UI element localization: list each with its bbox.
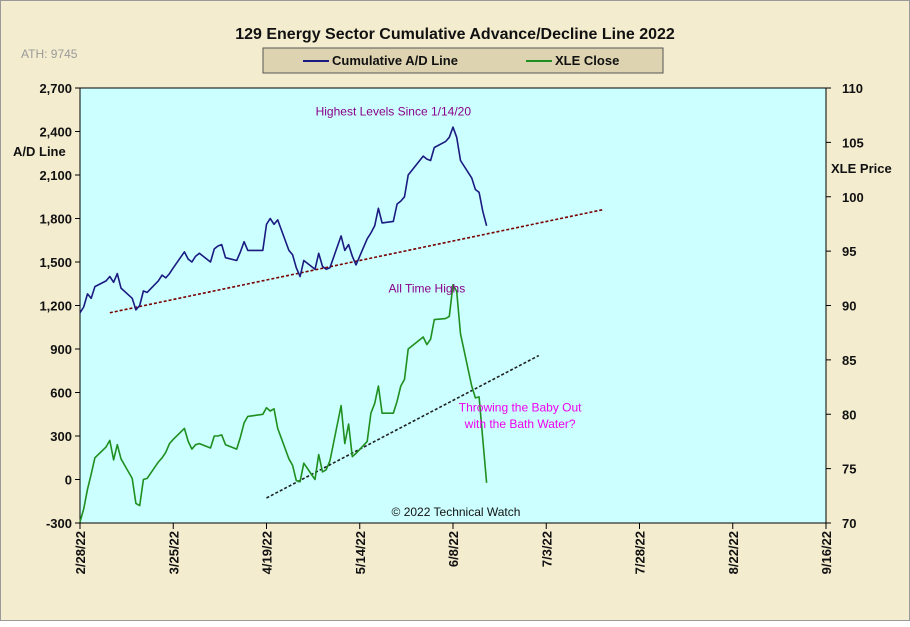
y-axis-left-label: A/D Line (13, 144, 66, 159)
x-tick-label: 7/3/22 (539, 531, 554, 567)
x-tick-label: 4/19/22 (260, 531, 275, 574)
annotations-layer: Highest Levels Since 1/14/20 All Time Hig… (316, 105, 583, 431)
y-left-tick-label: 1,800 (39, 212, 72, 227)
x-tick-label: 7/28/22 (633, 531, 648, 574)
x-tick-label: 5/14/22 (353, 531, 368, 574)
annotation-label: Throwing the Baby Out (459, 400, 582, 414)
y-left-tick-label: 600 (50, 386, 72, 401)
y-right-tick-label: 75 (842, 462, 856, 477)
copyright-label: © 2022 Technical Watch (392, 505, 521, 519)
chart-title: 129 Energy Sector Cumulative Advance/Dec… (235, 26, 675, 43)
y-left-tick-label: 2,400 (39, 125, 72, 140)
x-tick-label: 9/16/22 (819, 531, 834, 574)
ath-note: ATH: 9745 (21, 47, 78, 61)
y-left-tick-label: 1,500 (39, 255, 72, 270)
x-tick-label: 2/28/22 (73, 531, 88, 574)
ad-trendline (109, 209, 603, 314)
axes-layer: -300 0 300 600 900 1,200 1,500 1,800 2,100 2,400 2… (39, 81, 863, 574)
y-left-tick-label: -300 (46, 516, 72, 531)
annotation-label: with the Bath Water? (464, 417, 576, 431)
y-right-tick-label: 95 (842, 244, 856, 259)
legend: Cumulative A/D Line XLE Close (262, 47, 664, 74)
plot-area (79, 87, 827, 524)
y-axis-right-label: XLE Price (831, 161, 892, 176)
annotation-label: All Time Highs (389, 281, 466, 295)
y-left-tick-label: 0 (65, 473, 72, 488)
y-right-tick-label: 85 (842, 353, 856, 368)
ad-line-series (79, 126, 488, 314)
y-right-tick-label: 90 (842, 299, 856, 314)
series-layer (79, 126, 488, 523)
y-right-tick-label: 80 (842, 407, 856, 422)
annotation-label: Highest Levels Since 1/14/20 (316, 105, 472, 119)
y-left-tick-label: 900 (50, 342, 72, 357)
x-tick-label: 6/8/22 (446, 531, 461, 567)
y-right-tick-label: 70 (842, 516, 856, 531)
y-left-tick-label: 1,200 (39, 299, 72, 314)
y-left-tick-label: 2,700 (39, 81, 72, 96)
legend-box (262, 47, 664, 74)
y-left-tick-label: 300 (50, 429, 72, 444)
legend-label-ad: Cumulative A/D Line (332, 53, 458, 68)
x-tick-label: 8/22/22 (726, 531, 741, 574)
legend-label-xle: XLE Close (555, 53, 619, 68)
y-right-tick-label: 105 (842, 135, 864, 150)
y-right-tick-label: 100 (842, 190, 864, 205)
xle-close-series (79, 283, 488, 523)
x-tick-label: 3/25/22 (166, 531, 181, 574)
y-right-tick-label: 110 (842, 81, 863, 96)
y-left-tick-label: 2,100 (39, 168, 72, 183)
